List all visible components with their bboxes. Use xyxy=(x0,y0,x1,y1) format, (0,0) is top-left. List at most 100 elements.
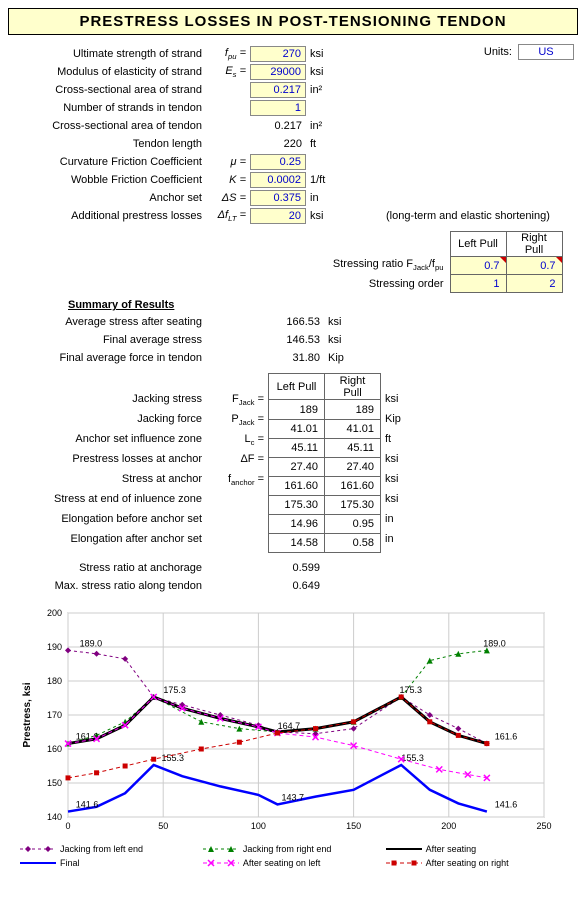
summary-section: Average stress after seating 166.53ksi Fin… xyxy=(8,313,578,367)
legend-item: Final xyxy=(16,856,199,870)
dual-symbol xyxy=(208,513,268,533)
input-label: Curvature Friction Coefficient xyxy=(8,156,208,168)
dual-label: Anchor set influence zone xyxy=(8,433,208,453)
input-symbol: μ = xyxy=(208,156,250,168)
dual-label: Elongation after anchor set xyxy=(8,533,208,553)
dual-right: 161.60 xyxy=(325,476,381,495)
svg-text:189.0: 189.0 xyxy=(80,638,103,648)
inputs-section: Ultimate strength of strandfpu =270ksiMo… xyxy=(8,45,578,225)
units-value[interactable]: US xyxy=(518,44,574,60)
ratio-value: 0.649 xyxy=(268,580,324,592)
summary-value: 166.53 xyxy=(268,316,324,328)
dual-unit: in xyxy=(381,533,421,553)
dual-left: 175.30 xyxy=(269,495,325,514)
svg-text:100: 100 xyxy=(251,821,266,831)
dual-symbol: Lc = xyxy=(208,433,268,453)
input-value[interactable]: 0.25 xyxy=(250,154,306,170)
summary-unit: ksi xyxy=(324,316,341,328)
input-label: Wobble Friction Coefficient xyxy=(8,174,208,186)
dual-right: 175.30 xyxy=(325,495,381,514)
input-value[interactable]: 1 xyxy=(250,100,306,116)
input-unit: ksi xyxy=(306,66,346,78)
summary-label: Final average stress xyxy=(8,334,208,346)
svg-text:160: 160 xyxy=(47,744,62,754)
svg-text:143.7: 143.7 xyxy=(281,792,304,802)
svg-text:250: 250 xyxy=(536,821,551,831)
dual-right: 189 xyxy=(325,400,381,419)
summary-unit: ksi xyxy=(324,334,341,346)
input-value: 220 xyxy=(250,136,306,152)
dual-left: 41.01 xyxy=(269,419,325,438)
stressing-left[interactable]: 1 xyxy=(450,275,506,293)
input-label: Tendon length xyxy=(8,138,208,150)
legend-item: Jacking from left end xyxy=(16,842,199,856)
input-value[interactable]: 0.375 xyxy=(250,190,306,206)
input-unit: ft xyxy=(306,138,346,150)
input-label: Cross-sectional area of strand xyxy=(8,84,208,96)
col-header: Left Pull xyxy=(450,232,506,257)
dual-units: ksiKipftksiksiksiinin xyxy=(381,373,421,553)
dual-unit: Kip xyxy=(381,413,421,433)
dual-labels: Jacking stressJacking forceAnchor set in… xyxy=(8,373,208,553)
svg-text:50: 50 xyxy=(158,821,168,831)
col-header: Right Pull xyxy=(325,374,381,400)
svg-text:180: 180 xyxy=(47,676,62,686)
legend-item: Jacking from right end xyxy=(199,842,382,856)
input-unit: 1/ft xyxy=(306,174,346,186)
input-value[interactable]: 0.217 xyxy=(250,82,306,98)
dual-unit: ksi xyxy=(381,473,421,493)
svg-text:155.3: 155.3 xyxy=(161,753,184,763)
stressing-label: Stressing ratio FJack/fpu xyxy=(250,257,450,275)
svg-text:164.7: 164.7 xyxy=(278,721,301,731)
input-unit: in² xyxy=(306,84,346,96)
dual-symbol: PJack = xyxy=(208,413,268,433)
prestress-chart: 050100150200250140150160170180190200Pres… xyxy=(16,605,556,835)
page-title: PRESTRESS LOSSES IN POST-TENSIONING TEND… xyxy=(8,8,578,35)
input-label: Number of strands in tendon xyxy=(8,102,208,114)
input-symbol: Es = xyxy=(208,65,250,79)
dual-unit: ksi xyxy=(381,393,421,413)
svg-text:Prestress, ksi: Prestress, ksi xyxy=(22,682,33,747)
svg-text:140: 140 xyxy=(47,812,62,822)
svg-text:0: 0 xyxy=(65,821,70,831)
stressing-right[interactable]: 2 xyxy=(506,275,562,293)
svg-text:175.3: 175.3 xyxy=(163,685,186,695)
input-value[interactable]: 20 xyxy=(250,208,306,224)
input-value[interactable]: 29000 xyxy=(250,64,306,80)
dual-unit: ksi xyxy=(381,493,421,513)
stressing-right[interactable]: 0.7 xyxy=(506,257,562,275)
summary-value: 31.80 xyxy=(268,352,324,364)
svg-text:200: 200 xyxy=(441,821,456,831)
svg-text:141.6: 141.6 xyxy=(495,800,518,810)
stressing-table: Left PullRight Pull Stressing ratio FJack… xyxy=(250,231,563,293)
ratios-section: Stress ratio at anchorage0.599Max. stres… xyxy=(8,559,578,595)
input-unit: ksi xyxy=(306,48,346,60)
dual-label: Stress at end of inluence zone xyxy=(8,493,208,513)
summary-label: Average stress after seating xyxy=(8,316,208,328)
input-label: Ultimate strength of strand xyxy=(8,48,208,60)
dual-label: Elongation before anchor set xyxy=(8,513,208,533)
col-header: Left Pull xyxy=(269,374,325,400)
stressing-left[interactable]: 0.7 xyxy=(450,257,506,275)
input-value[interactable]: 270 xyxy=(250,46,306,62)
input-value[interactable]: 0.0002 xyxy=(250,172,306,188)
dual-symbol xyxy=(208,533,268,553)
legend-item: After seating xyxy=(382,842,565,856)
input-symbol: ΔS = xyxy=(208,192,250,204)
stressing-label: Stressing order xyxy=(250,275,450,293)
chart-legend: Jacking from left endJacking from right … xyxy=(16,842,570,870)
input-note: (long-term and elastic shortening) xyxy=(386,210,550,222)
input-label: Cross-sectional area of tendon xyxy=(8,120,208,132)
svg-text:141.6: 141.6 xyxy=(76,800,99,810)
input-unit: ksi xyxy=(306,210,346,222)
input-symbol: K = xyxy=(208,174,250,186)
col-header: Right Pull xyxy=(506,232,562,257)
svg-text:161.6: 161.6 xyxy=(495,732,518,742)
chart-container: 050100150200250140150160170180190200Pres… xyxy=(8,605,578,870)
dual-right: 0.58 xyxy=(325,533,381,552)
summary-label: Final average force in tendon xyxy=(8,352,208,364)
dual-symbol: ΔF = xyxy=(208,453,268,473)
dual-right: 41.01 xyxy=(325,419,381,438)
units-label: Units: xyxy=(484,46,512,58)
dual-left: 14.58 xyxy=(269,533,325,552)
